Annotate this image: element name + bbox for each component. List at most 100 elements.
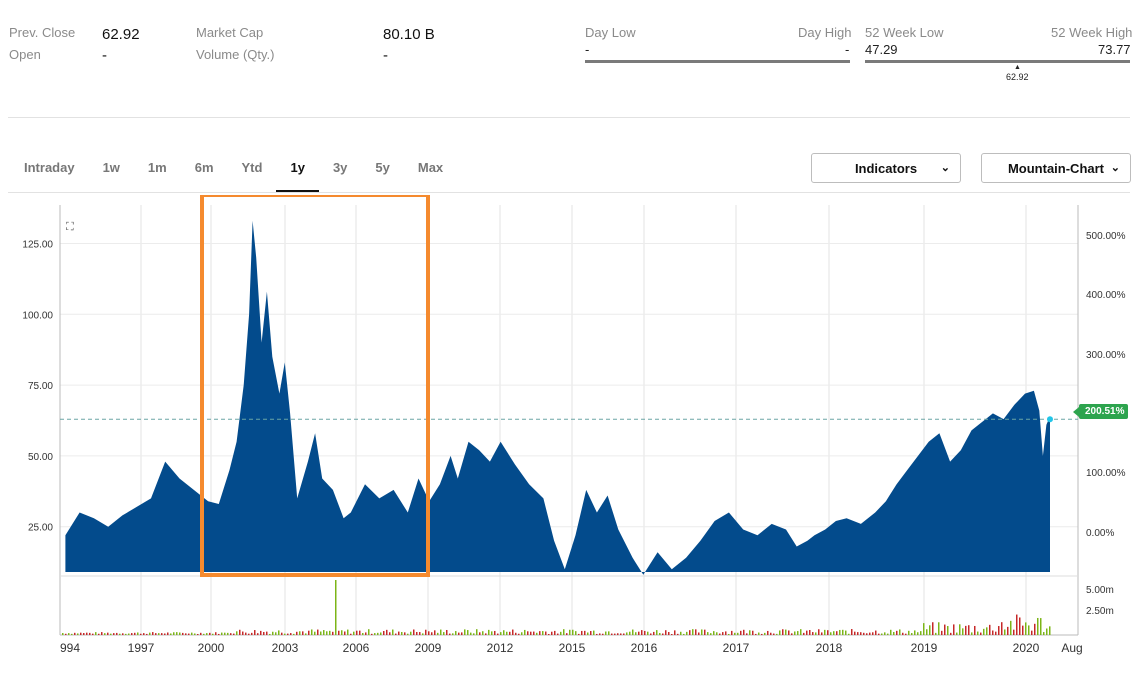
volume-bar (74, 632, 76, 635)
y-left-tick-label: 75.00 (28, 381, 53, 392)
tab-6m[interactable]: 6m (194, 160, 214, 175)
tab-ytd[interactable]: Ytd (241, 160, 263, 175)
volume-bar (995, 631, 997, 635)
volume-bar (1022, 625, 1024, 635)
volume-bar (308, 630, 310, 635)
volume-bar (968, 625, 970, 635)
volume-value: - (383, 47, 388, 64)
volume-bar (881, 633, 883, 635)
volume-bar (455, 631, 457, 635)
volume-bar (971, 632, 973, 635)
volume-bar (887, 633, 889, 635)
volume-bar (1013, 629, 1015, 635)
chart-type-dropdown[interactable]: Mountain-Chart ⌄ (981, 153, 1131, 183)
volume-bar (332, 631, 334, 635)
volume-bar (830, 632, 832, 635)
volume-bar (416, 631, 418, 635)
volume-bar (131, 633, 133, 635)
volume-bar (500, 632, 502, 635)
day-low-value: - (585, 42, 590, 57)
x-tick-label: 2006 (343, 641, 370, 655)
volume-bar (566, 633, 568, 635)
volume-bar (215, 632, 217, 635)
volume-bar (518, 633, 520, 635)
volume-tick-label: 5.00m (1086, 585, 1114, 596)
x-tick-label: Aug (1061, 641, 1082, 655)
volume-bar (116, 632, 118, 635)
volume-bar (668, 632, 670, 635)
volume-bar (353, 631, 355, 635)
volume-bar (689, 630, 691, 635)
volume-bar (761, 633, 763, 635)
week52-marker-value: 62.92 (1006, 72, 1029, 82)
volume-bar (1040, 618, 1042, 635)
volume-bar (1034, 623, 1036, 635)
volume-bar (389, 632, 391, 635)
volume-bar (335, 580, 337, 635)
tabs-divider (8, 192, 1130, 193)
chevron-down-icon: ⌄ (1110, 162, 1120, 174)
volume-bar (716, 632, 718, 635)
volume-bar (938, 622, 940, 635)
tab-1y[interactable]: 1y (276, 150, 319, 192)
indicators-dropdown[interactable]: Indicators ⌄ (811, 153, 961, 183)
volume-bar (506, 631, 508, 635)
volume-bar (584, 630, 586, 635)
tab-5y[interactable]: 5y (375, 160, 390, 175)
volume-bar (866, 633, 868, 635)
volume-bar (392, 629, 394, 635)
volume-bar (908, 630, 910, 635)
tab-1w[interactable]: 1w (102, 160, 120, 175)
volume-bar (929, 625, 931, 635)
volume-bar (944, 624, 946, 635)
volume-bar (176, 632, 178, 635)
volume-bar (302, 631, 304, 635)
volume-bar (1046, 628, 1048, 635)
volume-bar (239, 629, 241, 635)
volume-bar (155, 633, 157, 635)
volume-bar (527, 631, 529, 635)
volume-bar (167, 632, 169, 635)
volume-bar (851, 629, 853, 635)
volume-bar (734, 632, 736, 635)
volume-bar (374, 633, 376, 635)
volume-bar (89, 632, 91, 635)
volume-bar (947, 626, 949, 635)
volume-bar (347, 629, 349, 635)
volume-bar (293, 633, 295, 635)
volume-bar (419, 632, 421, 635)
volume-bar (863, 632, 865, 635)
tab-1m[interactable]: 1m (147, 160, 167, 175)
volume-bar (104, 633, 106, 635)
volume-bar (134, 632, 136, 635)
volume-bar (272, 631, 274, 635)
highlight-box (200, 195, 430, 577)
price-chart[interactable]: 994 1997 2000 2003 2006 2009 2012 2015 2016 2017 2… (0, 195, 1142, 665)
volume-bar (470, 632, 472, 635)
volume-bar (344, 631, 346, 635)
volume-bar (242, 631, 244, 635)
volume-bar (611, 633, 613, 635)
volume-bar (788, 630, 790, 635)
volume-bar (380, 632, 382, 635)
volume-bar (521, 632, 523, 635)
volume-bar (1028, 625, 1030, 635)
volume-bar (269, 633, 271, 635)
y-right-tick-label: 0.00% (1086, 528, 1114, 539)
tab-3y[interactable]: 3y (332, 160, 348, 175)
volume-bar (173, 632, 175, 635)
day-range-bar (585, 60, 850, 63)
volume-bar (812, 632, 814, 635)
volume-bar (1001, 622, 1003, 635)
volume-bar (137, 632, 139, 635)
tab-max[interactable]: Max (417, 160, 444, 175)
tab-intraday[interactable]: Intraday (24, 160, 75, 175)
volume-bar (626, 632, 628, 635)
volume-bar (818, 629, 820, 635)
expand-icon[interactable]: ⛶ (66, 221, 74, 233)
volume-bar (350, 633, 352, 635)
volume-bar (107, 632, 109, 635)
y-left-tick-label: 25.00 (28, 523, 53, 534)
volume-bar (434, 630, 436, 635)
volume-bar (698, 632, 700, 635)
